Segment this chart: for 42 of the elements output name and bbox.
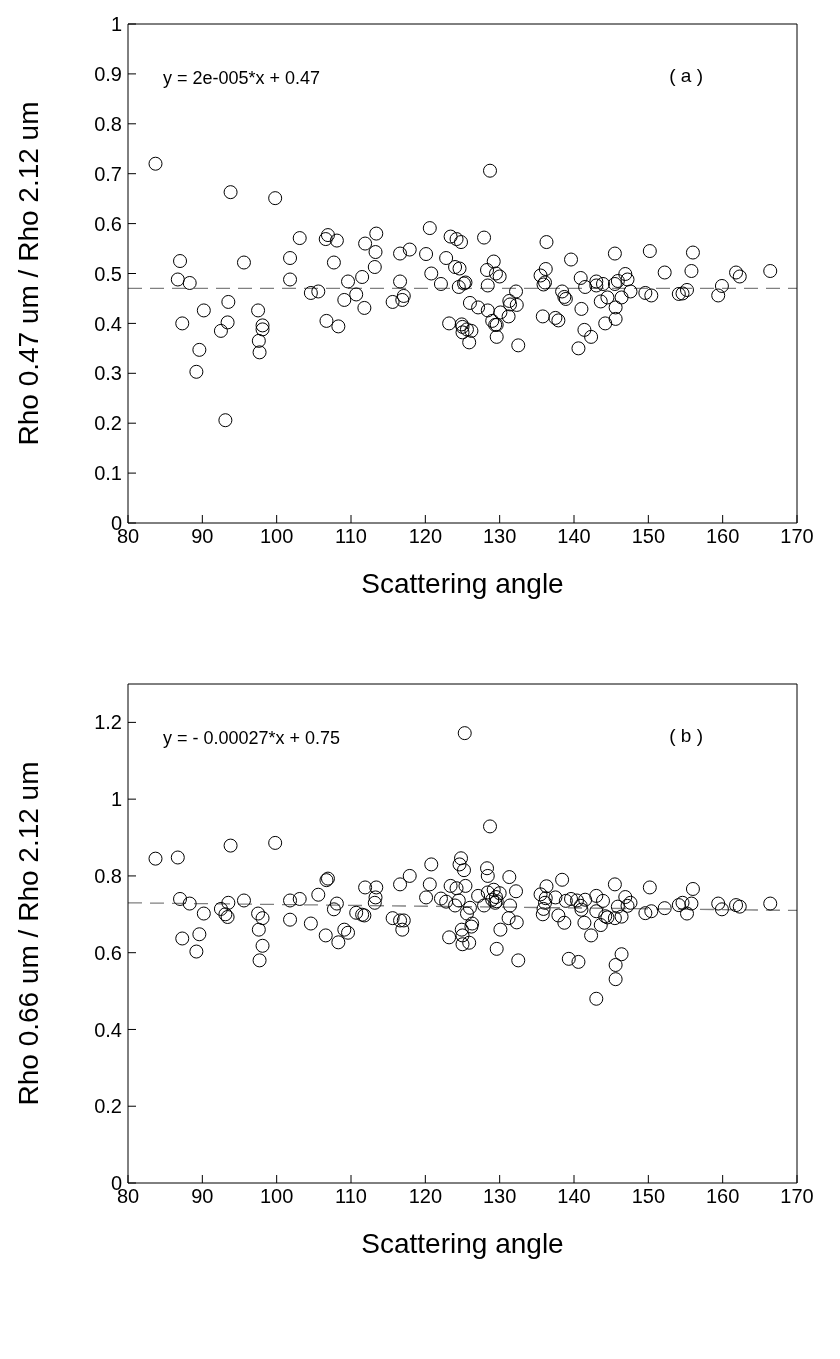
x-tick-label: 140 — [557, 525, 591, 548]
x-tick-label: 110 — [335, 1185, 367, 1208]
x-tick-label: 160 — [705, 1185, 740, 1208]
x-tick-label: 170 — [780, 525, 814, 548]
x-tick-label: 170 — [780, 1185, 814, 1208]
y-axis-title: Rho 0.66 um / Rho 2.12 um — [12, 761, 44, 1106]
y-tick-label: 0.4 — [94, 312, 122, 335]
y-tick-label: 0.6 — [94, 941, 122, 964]
x-tick-label: 160 — [705, 525, 740, 548]
y-tick-label: 0.8 — [94, 112, 122, 135]
x-tick-label: 110 — [335, 525, 367, 548]
y-tick-label: 0.4 — [94, 1018, 122, 1041]
x-tick-label: 140 — [557, 1185, 591, 1208]
text: ( b ) — [669, 725, 703, 747]
annotation: y = 2e-005*x + 0.47 — [163, 68, 321, 89]
y-tick-label: 1 — [110, 13, 122, 36]
y-tick-label: 0.2 — [94, 412, 122, 435]
y-tick-label: 0.3 — [94, 362, 122, 385]
y-tick-label: 0.2 — [94, 1095, 122, 1118]
y-tick-label: 0.1 — [94, 462, 122, 485]
y-tick-label: 0.9 — [94, 63, 122, 85]
y-tick-label: 0.7 — [94, 162, 122, 185]
x-axis-title: Scattering angle — [361, 568, 564, 599]
x-tick-label: 100 — [259, 1185, 294, 1208]
x-tick-label: 100 — [259, 525, 294, 548]
y-tick-label: 1 — [110, 788, 122, 811]
x-tick-label: 90 — [191, 525, 214, 548]
x-tick-label: 120 — [408, 1185, 443, 1208]
y-tick-label: 0.8 — [94, 865, 122, 888]
y-tick-label: 0.6 — [94, 212, 122, 235]
text: ( a ) — [669, 65, 703, 87]
x-tick-label: 90 — [191, 1185, 214, 1208]
y-axis-title: Rho 0.47 um / Rho 2.12 um — [12, 101, 44, 446]
x-axis-title: Scattering angle — [361, 1228, 564, 1259]
y-tick-label: 1.2 — [94, 711, 122, 734]
x-tick-label: 150 — [631, 1185, 666, 1208]
annotation: y = - 0.00027*x + 0.75 — [163, 728, 341, 749]
y-tick-label: 0.5 — [94, 262, 122, 285]
x-tick-label: 120 — [408, 525, 443, 548]
x-tick-label: 130 — [482, 525, 517, 548]
x-tick-label: 150 — [631, 525, 666, 548]
x-tick-label: 130 — [482, 1185, 517, 1208]
